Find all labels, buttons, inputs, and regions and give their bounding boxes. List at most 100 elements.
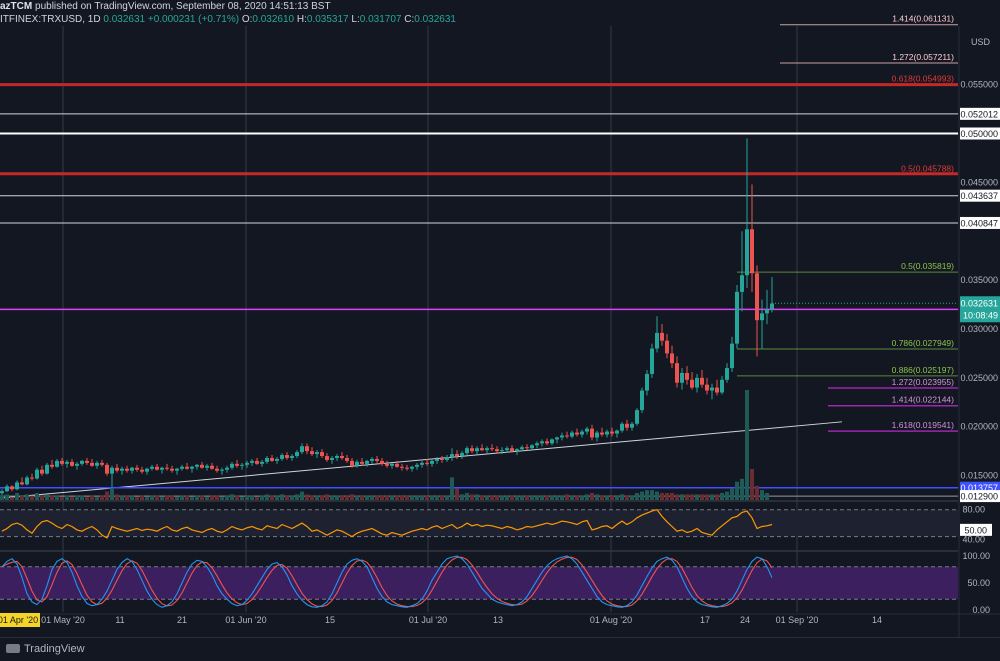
volume-bar [505,495,509,500]
fib-level-label: 0.5(0.035819) [901,261,954,271]
volume-bar [235,495,239,500]
volume-bar [240,497,244,500]
author-name[interactable]: azTCM [0,1,33,12]
tradingview-logo[interactable]: TradingView [6,643,85,655]
volume-bar [135,497,139,500]
volume-bar [675,494,679,500]
time-tick-label: 15 [325,615,335,625]
volume-bar [190,497,194,500]
candle-body [315,452,319,455]
volume-bar [630,495,634,500]
candle-body [725,368,729,380]
volume-bar [735,481,739,500]
candle-body [55,460,59,467]
symbol-label[interactable]: ITFINEX:TRXUSD, 1D [0,14,101,25]
volume-bar [310,495,314,500]
volume-bar [650,490,654,500]
volume-bar [220,497,224,500]
candle-body [480,448,484,451]
candle-body [655,332,659,349]
candle-body [445,456,449,460]
low-value: 0.031707 [359,14,402,25]
volume-bar [95,497,99,500]
candle-body [305,446,309,452]
time-tick-label: 17 [700,615,710,625]
candle-body [60,460,64,464]
volume-bar [595,494,599,500]
candle-body [595,432,599,438]
volume-bar [85,497,89,500]
time-tick-label: 01 Sep '20 [776,615,819,625]
candle-body [525,447,529,449]
candle-body [605,431,609,435]
candle-body [505,448,509,451]
volume-bar [20,495,24,500]
volume-bar [230,494,234,500]
candle-body [430,460,434,464]
candle-body [700,377,704,385]
candle-body [130,467,134,471]
volume-bar [120,495,124,500]
volume-bar [185,495,189,500]
volume-bar [520,495,524,500]
volume-bar [555,495,559,500]
low-label: L: [351,14,360,25]
candle-body [240,464,244,466]
candle-body [455,454,459,457]
candle-body [25,477,29,485]
candle-body [90,462,94,466]
candle-body [520,447,524,450]
stoch-tick-label: 0.00 [972,605,990,615]
volume-bar [755,485,759,500]
price-tick-label: 0.045000 [960,177,998,187]
candle-body [560,435,564,438]
volume-bar [400,495,404,500]
volume-bar [465,492,469,500]
volume-bar [155,495,159,500]
volume-bar [150,495,154,500]
time-tick-label: 01 May '20 [41,615,85,625]
volume-bar [60,497,64,500]
candle-body [235,463,239,466]
fib-level-label: 0.5(0.045788) [901,164,954,174]
candle-body [170,468,174,471]
price-level-tag-text: 0.050000 [960,129,998,139]
volume-bar [575,495,579,500]
candle-body [50,464,54,467]
volume-bar [620,494,624,500]
volume-bar [140,495,144,500]
candle-body [475,448,479,452]
volume-bar [720,492,724,500]
time-highlight-tag [0,613,40,627]
candle-body [685,372,689,380]
candle-body [285,455,289,458]
price-tick-label: 0.020000 [960,422,998,432]
candle-body [215,468,219,471]
volume-bar [115,494,119,500]
candle-body [425,462,429,464]
volume-bar [435,495,439,500]
candle-body [495,449,499,452]
candle-body [575,432,579,435]
stoch-d-line [1,556,773,608]
time-tick-label: 01 Jul '20 [409,615,447,625]
chart-canvas: 1.414(0.061131) 1.272(0.057211) 0.618(0.05… [0,14,1000,637]
volume-bar [385,495,389,500]
close-value: 0.032631 [414,14,456,25]
volume-bar [100,495,104,500]
candle-body [730,343,734,369]
candle-body [580,431,584,435]
candle-body [440,458,444,460]
candle-body [115,467,119,471]
volume-bar [745,390,749,500]
open-value: 0.032610 [252,14,295,25]
candle-body [140,469,144,472]
volume-bar [545,495,549,500]
price-level-tag [960,216,1000,229]
candle-body [145,468,149,472]
candle-body [310,451,314,455]
volume-bar [760,490,764,500]
candle-body [530,445,534,449]
volume-bar [570,495,574,500]
price-change: +0.000231 (+0.71%) [147,14,240,25]
